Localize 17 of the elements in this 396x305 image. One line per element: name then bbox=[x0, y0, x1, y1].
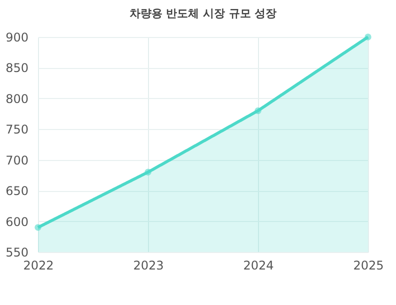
y-tick-label: 650 bbox=[6, 184, 28, 198]
x-tick-label: 2024 bbox=[243, 258, 274, 272]
point bbox=[364, 34, 372, 40]
y-tick-label: 700 bbox=[6, 153, 28, 168]
y-tick-label: 850 bbox=[6, 61, 28, 76]
point bbox=[34, 224, 42, 231]
y-tick-label: 800 bbox=[6, 92, 28, 106]
chart-title: 차량용 반도체 시장 규모 성장 bbox=[129, 7, 277, 20]
x-tick-label: 2025 bbox=[353, 258, 384, 272]
y-tick-label: 900 bbox=[6, 30, 28, 44]
point bbox=[144, 168, 152, 176]
x-tick-label: 2022 bbox=[23, 258, 54, 272]
point bbox=[254, 107, 262, 114]
y-tick-label: 750 bbox=[6, 122, 28, 137]
y-tick-label: 600 bbox=[6, 214, 28, 229]
x-tick-label: 2023 bbox=[133, 258, 164, 272]
y-tick-label: 550 bbox=[6, 246, 28, 260]
